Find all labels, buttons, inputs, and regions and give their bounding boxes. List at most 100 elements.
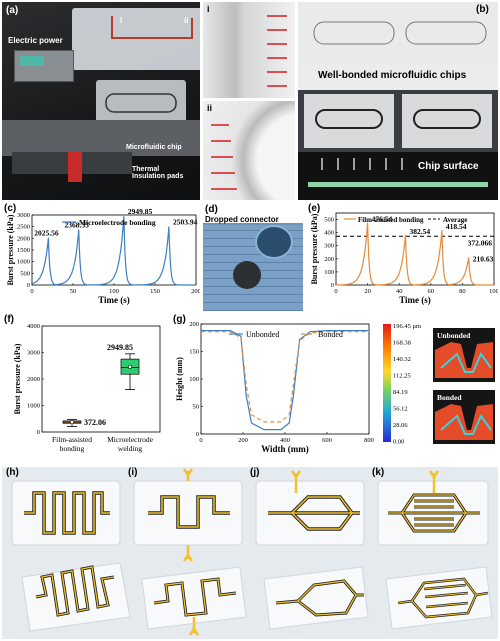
chart-f-ytick-label: 0 bbox=[37, 429, 40, 436]
chart-e-xtick-label: 20 bbox=[364, 288, 371, 295]
chart-c-xtick-label: 0 bbox=[30, 288, 33, 295]
chart-f-ytick-label: 1000 bbox=[27, 403, 40, 410]
chip-h bbox=[11, 480, 131, 632]
chart-f-ytick-label: 4000 bbox=[27, 323, 40, 330]
chart-f-category-label: Microelectrode bbox=[107, 435, 153, 444]
panel-d-title: Dropped connector bbox=[205, 215, 279, 224]
chart-f-ytick-label: 3000 bbox=[27, 350, 40, 357]
chart-c-ylabel: Burst pressure (kPa) bbox=[6, 214, 15, 285]
chart-e-ylabel: Burst pressure (kPa) bbox=[310, 213, 319, 284]
chart-g-inset-label-bonded: Bonded bbox=[437, 393, 462, 402]
panel-d-photo: (d) Dropped connector bbox=[203, 203, 303, 311]
chart-g-xtick-label: 600 bbox=[322, 437, 332, 444]
chart-g-xtick-label: 800 bbox=[364, 437, 374, 444]
panel-hk: (h) (i) (j) (k) bbox=[2, 467, 498, 639]
chart-c-ytick-label: 1500 bbox=[17, 247, 30, 254]
chart-g-series-bonded bbox=[201, 331, 369, 423]
inset-ii-label: ii bbox=[207, 103, 213, 113]
chip-photo-b3 bbox=[304, 94, 394, 148]
chart-g-inset-contour bbox=[440, 413, 492, 435]
chart-e-xtick-label: 60 bbox=[428, 288, 435, 295]
chart-g-xtick-label: 200 bbox=[238, 437, 248, 444]
chart-e-xtick-label: 100 bbox=[489, 288, 498, 295]
chart-f-category-label: bonding bbox=[60, 444, 85, 453]
panel-a-photo: (a) Electric power i ii Microfluidic chi… bbox=[2, 2, 200, 200]
panel-label-e: (e) bbox=[308, 203, 321, 214]
chip-photo-b4 bbox=[402, 94, 492, 148]
red-electrode bbox=[68, 152, 82, 182]
chart-e-svg: 0 20 40 60 80 100 0 100 200 300 400 500 Time (s) Burs… bbox=[310, 212, 498, 305]
chart-g-xtick-label: 0 bbox=[199, 437, 202, 444]
chart-c-ytick-label: 3000 bbox=[17, 212, 30, 219]
chip-photo-bottom bbox=[96, 80, 186, 126]
chip-i bbox=[133, 468, 247, 636]
chart-e-xtick-label: 80 bbox=[459, 288, 466, 295]
chart-g-colorbar-label: 28.06 bbox=[393, 422, 408, 429]
chart-g-colorbar-label: 56.12 bbox=[393, 406, 408, 413]
chart-g-ylabel: Height (mm) bbox=[175, 357, 184, 401]
panel-label-h: (h) bbox=[6, 467, 19, 478]
power-supply bbox=[14, 50, 74, 82]
chart-c-svg: 0 50 100 150 200050010001500200025003000Time… bbox=[6, 207, 200, 305]
panel-label-b: (b) bbox=[476, 4, 489, 15]
panel-label-c: (c) bbox=[4, 203, 17, 214]
chart-e-legend: Film-assisted bonding bbox=[358, 216, 424, 224]
panel-label-f: (f) bbox=[4, 314, 14, 325]
chart-g-colorbar-label: 84.19 bbox=[393, 389, 408, 396]
chart-c-xtick-label: 100 bbox=[109, 288, 119, 295]
chip-caption-band bbox=[298, 64, 498, 90]
chart-e-ytick-label: 0 bbox=[331, 282, 334, 289]
chart-g-colorbar-label: 140.32 bbox=[393, 356, 411, 363]
chart-f-value-label: 372.06 bbox=[84, 418, 106, 427]
panel-label-i: (i) bbox=[128, 467, 138, 478]
chart-f-category-label: Film-assisted bbox=[52, 435, 92, 444]
chart-c-peak-label: 2949.85 bbox=[128, 207, 153, 216]
panel-c: (c) 0 50 100 150 200 0 500 1000 1500 2000 2500 3000… bbox=[2, 203, 200, 311]
chart-f-value-label: 2949.85 bbox=[107, 343, 133, 352]
chart-c-peak-label: 2503.94 bbox=[173, 218, 198, 227]
chart-g-colorbar-label: 196.45 μm bbox=[393, 323, 421, 330]
inset-i-arrows bbox=[267, 15, 287, 87]
chart-f-category-label: welding bbox=[118, 444, 142, 453]
chart-c-ytick-label: 500 bbox=[20, 270, 30, 277]
panel-label-g: (g) bbox=[173, 314, 186, 325]
chart-g-ytick-label: 50 bbox=[193, 404, 200, 411]
chart-e-ytick-label: 100 bbox=[324, 269, 334, 276]
chart-c-ytick-label: 0 bbox=[27, 282, 30, 289]
panel-label-d: (d) bbox=[205, 204, 218, 215]
chart-f-frame bbox=[41, 325, 161, 433]
chart-c-xtick-label: 150 bbox=[150, 288, 160, 295]
chart-g-legend-unbonded: Unbonded bbox=[246, 330, 279, 339]
chart-c-xtick-label: 50 bbox=[70, 288, 77, 295]
chart-g-svg: 0 200 400 600 800 0 50 100 150 200 Width (mm) Heigh… bbox=[175, 321, 495, 454]
chart-e-xtick-label: 0 bbox=[334, 288, 337, 295]
chart-c-xtick-label: 200 bbox=[191, 288, 200, 295]
chart-e-ytick-label: 500 bbox=[324, 217, 334, 224]
gauge-dial bbox=[255, 225, 293, 259]
panel-d-header bbox=[203, 203, 303, 223]
thermal-pads-label: Thermal Insulation pads bbox=[132, 166, 184, 180]
chart-e-legend2: Average bbox=[443, 216, 467, 224]
chart-c-peak-label: 2368.35 bbox=[65, 221, 90, 230]
chart-g-ytick-label: 150 bbox=[189, 349, 199, 356]
chart-e-ytick-label: 200 bbox=[324, 256, 334, 263]
chip-j bbox=[255, 470, 369, 630]
chart-f-ytick-label: 2000 bbox=[27, 376, 40, 383]
microfluidic-chip-label: Microfluidic chip bbox=[126, 144, 182, 151]
chart-c-xlabel: Time (s) bbox=[98, 295, 130, 305]
dropped-connector bbox=[233, 261, 261, 289]
chart-e-peak-label: 382.54 bbox=[410, 227, 431, 236]
chart-g-ytick-label: 100 bbox=[189, 376, 199, 383]
inset-ii-micrograph: ii bbox=[203, 101, 295, 200]
inset-i-micrograph: i bbox=[203, 2, 295, 98]
chart-g-inset-surface bbox=[435, 404, 493, 440]
chart-e-average-label: 372.066 bbox=[468, 238, 493, 247]
chart-g-inset-contour bbox=[440, 351, 492, 373]
chart-c-ytick-label: 1000 bbox=[17, 259, 30, 266]
inset-i-label: i bbox=[207, 4, 210, 14]
chart-c-series bbox=[31, 216, 196, 286]
chart-e-peak-label: 210.63 bbox=[473, 254, 494, 263]
panel-label-k: (k) bbox=[372, 467, 385, 478]
chart-g-legend-bonded: Bonded bbox=[318, 330, 343, 339]
chip-channel-bottom bbox=[105, 93, 177, 113]
